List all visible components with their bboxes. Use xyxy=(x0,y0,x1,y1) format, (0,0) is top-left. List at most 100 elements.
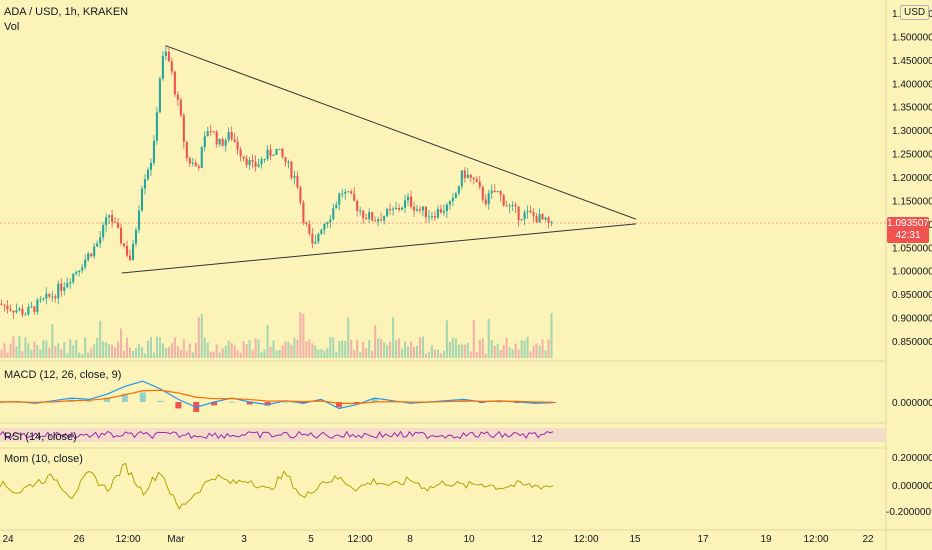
volume-bar xyxy=(436,349,439,358)
candle-body xyxy=(445,204,448,212)
candle-body xyxy=(353,193,356,201)
candle-body xyxy=(365,218,368,220)
rsi-legend[interactable]: RSI (14, close) xyxy=(4,431,77,443)
volume-bar xyxy=(18,336,21,358)
time-tick-label: 8 xyxy=(407,534,413,545)
time-tick-label: 26 xyxy=(73,534,85,545)
volume-bar xyxy=(305,341,308,358)
candle-body xyxy=(544,217,547,220)
candle-body xyxy=(284,157,287,163)
time-tick-label: 5 xyxy=(308,534,314,545)
candle-body xyxy=(487,193,490,205)
volume-bar xyxy=(323,350,326,358)
volume-bar xyxy=(251,349,254,358)
candle-body xyxy=(120,227,123,244)
candle-body xyxy=(541,214,544,220)
volume-bar xyxy=(398,338,401,358)
volume-bar xyxy=(117,341,120,358)
volume-bar xyxy=(433,349,436,358)
candle-body xyxy=(418,209,422,211)
price-tick-label: 1.450000 xyxy=(892,56,932,67)
volume-bar xyxy=(260,352,263,358)
volume-bar xyxy=(224,345,227,358)
volume-bar xyxy=(550,312,553,358)
candle-body xyxy=(131,243,135,261)
volume-bar xyxy=(242,340,245,358)
price-axis[interactable]: 1.5500001.5000001.4500001.4000001.350000… xyxy=(892,9,932,348)
candle-body xyxy=(149,162,153,170)
candle-body xyxy=(314,241,317,244)
candle-body xyxy=(260,159,263,165)
volume-bar xyxy=(389,341,392,358)
volume-bar xyxy=(412,346,416,358)
macd-line xyxy=(0,380,554,410)
last-price-tag: 1.093507 42:31 xyxy=(887,217,929,243)
candle-body xyxy=(143,179,147,189)
candle-body xyxy=(281,148,284,158)
volume-bar xyxy=(164,347,167,358)
volume-bar xyxy=(69,338,72,358)
candle-body xyxy=(3,304,6,306)
candle-body xyxy=(395,207,398,209)
volume-bar xyxy=(87,352,90,358)
macd-histogram-bar xyxy=(496,401,503,403)
volume-bar xyxy=(400,348,404,358)
bar-countdown: 42:31 xyxy=(895,230,921,241)
candle-body xyxy=(123,243,126,246)
volume-legend[interactable]: Vol xyxy=(4,21,20,33)
volume-bar xyxy=(278,349,281,358)
volume-bar xyxy=(517,349,520,358)
candle-body xyxy=(203,136,206,148)
macd-histogram-bar xyxy=(353,402,360,403)
candle-body xyxy=(463,170,466,178)
volume-bar xyxy=(66,353,69,358)
candle-body xyxy=(102,225,105,238)
volume-bar xyxy=(383,342,386,358)
macd-histogram-bar xyxy=(282,401,289,403)
volume-bar xyxy=(233,345,236,358)
volume-bar xyxy=(203,337,206,358)
rsi-band xyxy=(0,428,886,442)
candle-body xyxy=(538,214,541,223)
candle-body xyxy=(460,170,463,187)
currency-selector[interactable]: USD xyxy=(900,5,930,20)
trendline-upper[interactable] xyxy=(165,45,637,220)
time-tick-label: 10 xyxy=(463,534,475,545)
price-tick-label: 1.350000 xyxy=(892,103,932,114)
candle-body xyxy=(520,219,523,221)
volume-bar xyxy=(532,345,535,358)
volume-bar xyxy=(12,336,15,358)
volume-bar xyxy=(149,336,153,358)
symbol-title[interactable]: ADA / USD, 1h, KRAKEN xyxy=(4,6,129,18)
volume-bar xyxy=(293,337,296,358)
trendline-lower[interactable] xyxy=(121,223,636,274)
candle-body xyxy=(311,233,314,244)
candle-body xyxy=(374,220,377,222)
candle-body xyxy=(117,222,120,228)
time-axis[interactable]: 24 26 12:00 Mar 3 5 12:00 8 10 12 12:00 15 17 19 12:00… xyxy=(2,534,874,545)
candle-body xyxy=(36,299,39,313)
price-tick-label: 0.900000 xyxy=(892,314,932,325)
volume-bar xyxy=(451,337,454,358)
volume-bar xyxy=(111,344,114,358)
volume-bar xyxy=(529,351,532,358)
time-tick-label: Mar xyxy=(167,534,185,545)
mom-legend[interactable]: Mom (10, close) xyxy=(4,453,83,465)
candle-body xyxy=(380,219,383,221)
candle-body xyxy=(69,282,72,284)
time-tick-label: 12 xyxy=(531,534,543,545)
macd-legend[interactable]: MACD (12, 26, close, 9) xyxy=(4,369,122,381)
volume-bar xyxy=(544,350,547,358)
candle-body xyxy=(188,158,191,164)
candle-body xyxy=(236,141,239,150)
candle-body xyxy=(332,208,335,220)
volume-bar xyxy=(96,337,99,358)
volume-bar xyxy=(257,339,260,358)
candle-body xyxy=(547,217,550,223)
candle-body xyxy=(302,202,305,223)
volume-bar xyxy=(161,343,164,358)
candle-body xyxy=(21,308,24,315)
volume-bar xyxy=(248,340,251,358)
candle-body xyxy=(469,174,472,178)
